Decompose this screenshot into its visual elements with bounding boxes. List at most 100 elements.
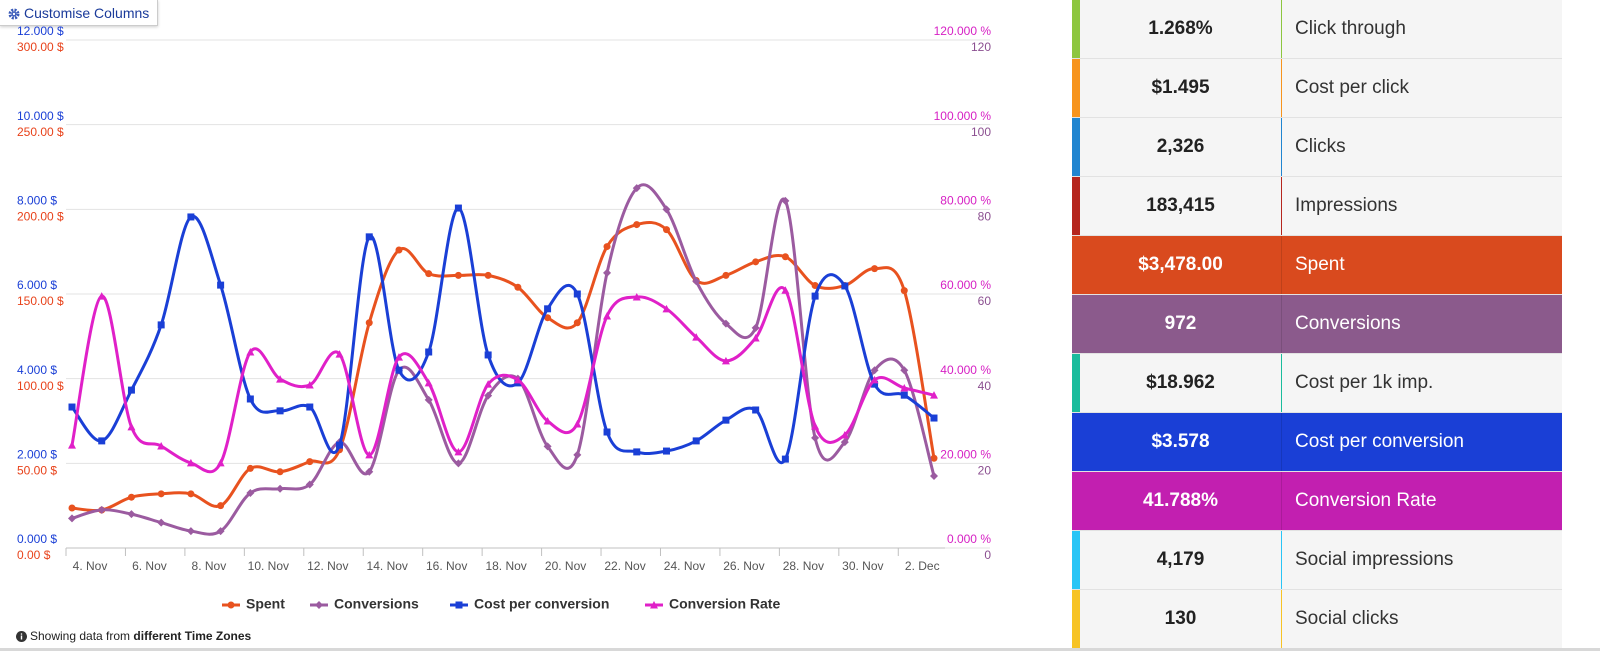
metric-color-strip	[1072, 354, 1080, 412]
marker	[603, 268, 612, 277]
metric-row[interactable]: $3,478.00 Spent	[1072, 236, 1562, 295]
y-tick-label: 20	[978, 464, 992, 478]
metric-color-strip	[1072, 295, 1080, 353]
marker	[365, 467, 374, 476]
metric-row[interactable]: 2,326 Clicks	[1072, 118, 1562, 177]
marker	[276, 468, 284, 476]
marker	[187, 213, 195, 221]
marker	[97, 505, 106, 514]
marker	[514, 283, 522, 291]
marker	[840, 438, 849, 447]
marker	[721, 356, 730, 365]
marker	[900, 287, 908, 295]
metric-color-strip	[1072, 177, 1080, 235]
marker	[276, 484, 285, 493]
y-tick-label: 120	[971, 40, 991, 54]
metric-row[interactable]: 1.268% Click through	[1072, 0, 1562, 59]
metric-row[interactable]: 130 Social clicks	[1072, 590, 1562, 649]
marker	[781, 253, 789, 261]
marker	[98, 437, 106, 445]
info-icon	[16, 631, 27, 642]
y-tick-label: 8.000 $	[17, 194, 57, 208]
metric-row[interactable]: $1.495 Cost per click	[1072, 59, 1562, 118]
y-tick-label: 100	[971, 125, 991, 139]
marker	[454, 204, 462, 212]
y-tick-label: 60	[978, 294, 992, 308]
x-tick-label: 20. Nov	[545, 559, 586, 573]
marker	[692, 333, 701, 341]
legend-label: Conversion Rate	[669, 596, 780, 612]
series-line	[70, 206, 935, 465]
marker	[306, 458, 314, 466]
marker	[246, 464, 254, 472]
metric-label: Cost per click	[1281, 59, 1562, 117]
marker	[900, 366, 909, 375]
marker	[751, 334, 760, 342]
marker	[752, 258, 760, 266]
marker	[246, 395, 254, 403]
metric-color-strip	[1072, 59, 1080, 117]
metric-row[interactable]: $18.962 Cost per 1k imp.	[1072, 354, 1562, 413]
legend-label: Cost per conversion	[474, 596, 609, 612]
y-tick-label: 80.000 %	[940, 194, 991, 208]
marker	[900, 383, 909, 392]
series-line	[71, 183, 936, 536]
marker	[216, 458, 225, 467]
metric-row[interactable]: 4,179 Social impressions	[1072, 531, 1562, 590]
x-tick-label: 28. Nov	[783, 559, 824, 573]
marker	[840, 430, 849, 439]
metric-value: 183,415	[1146, 195, 1215, 216]
metric-label: Cost per 1k imp.	[1281, 354, 1562, 412]
metric-value: $3,478.00	[1138, 254, 1223, 275]
metric-value: 4,179	[1156, 549, 1205, 570]
marker	[573, 290, 581, 298]
metric-row[interactable]: $3.578 Cost per conversion	[1072, 413, 1562, 472]
y-tick-label: 20.000 %	[940, 448, 991, 462]
x-tick-label: 24. Nov	[664, 559, 705, 573]
marker	[692, 277, 701, 286]
metric-row[interactable]: 183,415 Impressions	[1072, 177, 1562, 236]
marker	[811, 433, 820, 442]
x-tick-label: 2. Dec	[905, 559, 940, 573]
x-tick-label: 6. Nov	[132, 559, 167, 573]
metric-row[interactable]: 41.788% Conversion Rate	[1072, 472, 1562, 531]
metric-color-strip	[1072, 531, 1080, 589]
y-tick-label: 150.00 $	[17, 294, 64, 308]
marker	[127, 422, 136, 431]
metric-color-strip	[1072, 0, 1080, 58]
y-tick-label: 60.000 %	[940, 278, 991, 292]
marker	[186, 527, 195, 536]
marker	[216, 527, 225, 536]
metric-label: Clicks	[1281, 118, 1562, 176]
marker	[276, 375, 285, 383]
x-tick-label: 12. Nov	[307, 559, 348, 573]
marker	[484, 351, 492, 359]
marker	[68, 504, 76, 512]
marker	[157, 490, 165, 498]
marker	[573, 419, 582, 428]
marker	[662, 304, 671, 313]
marker	[395, 246, 403, 254]
marker	[335, 350, 344, 358]
customise-columns-button[interactable]: Customise Columns	[0, 0, 158, 26]
marker	[632, 184, 641, 193]
marker	[454, 271, 462, 279]
y-tick-label: 250.00 $	[17, 125, 64, 139]
marker	[68, 441, 76, 449]
x-tick-label: 14. Nov	[367, 559, 408, 573]
legend-marker	[227, 601, 235, 609]
marker	[395, 366, 403, 374]
marker	[781, 286, 790, 294]
marker	[246, 488, 255, 497]
metric-label: Social clicks	[1281, 590, 1562, 648]
metric-value: 2,326	[1156, 136, 1205, 157]
y-tick-label: 80	[978, 210, 992, 224]
legend-marker	[650, 601, 658, 609]
marker	[424, 378, 433, 387]
y-tick-label: 2.000 $	[17, 448, 57, 462]
marker	[306, 403, 314, 411]
marker	[573, 319, 581, 327]
metric-row[interactable]: 972 Conversions	[1072, 295, 1562, 354]
y-tick-label: 10.000 $	[17, 109, 64, 123]
